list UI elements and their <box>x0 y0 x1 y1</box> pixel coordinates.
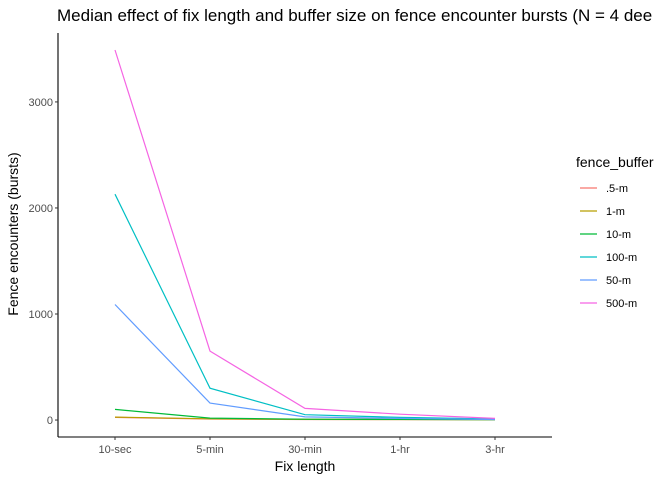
legend-label: 1-m <box>606 206 625 218</box>
plot-area: 0 1000 2000 3000 10-sec 5-min 30-min 1-hr 3-hr <box>29 33 552 456</box>
x-tick-label: 10-sec <box>98 444 132 456</box>
legend-label: 10-m <box>606 229 631 241</box>
series-line-500-m <box>114 49 496 419</box>
legend-title: fence_buffer <box>576 154 654 170</box>
x-tick-label: 5-min <box>196 444 224 456</box>
legend-label: 100-m <box>606 252 637 264</box>
y-tick-label: 1000 <box>29 309 53 321</box>
series-line-10-m <box>114 408 496 421</box>
x-tick-label: 30-min <box>288 444 322 456</box>
y-tick-label: 0 <box>47 415 53 427</box>
y-tick-label: 3000 <box>29 97 53 109</box>
y-axis-title: Fence encounters (bursts) <box>5 152 21 315</box>
x-axis-title: Fix length <box>275 458 336 474</box>
chart-title: Median effect of fix length and buffer s… <box>57 6 652 25</box>
legend-label: 500-m <box>606 298 637 310</box>
y-tick-label: 2000 <box>29 203 53 215</box>
x-tick-label: 1-hr <box>390 444 410 456</box>
series-line-50-m <box>114 304 496 421</box>
legend-label: .5-m <box>606 183 628 195</box>
x-tick-label: 3-hr <box>485 444 505 456</box>
legend-label: 50-m <box>606 275 631 287</box>
series-line-100-m <box>114 193 496 420</box>
legend: fence_buffer .5-m 1-m 10-m 100-m 50-m 500-m <box>576 154 654 310</box>
